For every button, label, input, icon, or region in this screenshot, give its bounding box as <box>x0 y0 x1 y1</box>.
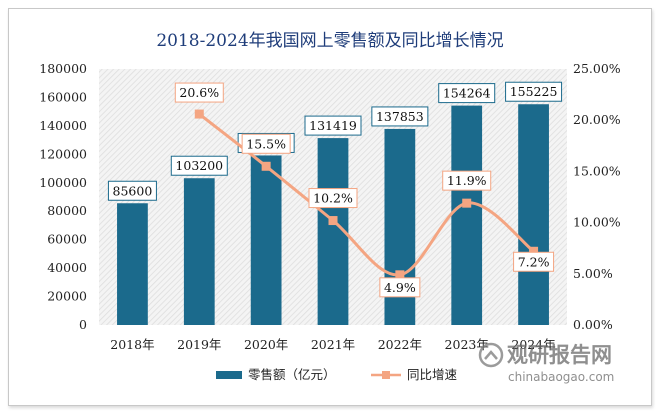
line-data-label: 11.9% <box>447 173 487 188</box>
x-tick-label: 2020年 <box>244 337 288 352</box>
x-tick-label: 2022年 <box>378 337 422 352</box>
line-data-label-box <box>241 133 291 154</box>
line-data-label: 4.9% <box>384 280 416 295</box>
y-left-tick-label: 180000 <box>39 61 87 76</box>
line-marker <box>529 246 539 256</box>
growth-line <box>198 112 535 277</box>
y-left-tick-label: 140000 <box>39 118 87 133</box>
legend-line-label: 同比增速 <box>407 367 458 382</box>
y-left-tick-label: 0 <box>79 317 87 332</box>
watermark-logo-arrow-icon <box>484 350 498 360</box>
x-tick-label: 2018年 <box>110 337 154 352</box>
bar <box>518 104 549 325</box>
x-tick-label: 2019年 <box>177 337 221 352</box>
x-tick-label: 2024年 <box>511 337 555 352</box>
watermark-url: chinabaogao.com <box>508 370 614 384</box>
line-data-label: 15.5% <box>246 136 286 151</box>
chart-svg: 2018-2024年我国网上零售额及同比增长情况 0 20000 40000 6000… <box>39 31 621 384</box>
y-left-tick-label: 100000 <box>39 175 87 190</box>
line-marker <box>194 109 204 119</box>
chart-frame: 2018-2024年我国网上零售额及同比增长情况 0 20000 40000 6000… <box>8 8 652 406</box>
line-data-label-box <box>442 170 492 191</box>
y-left-tick-label: 120000 <box>39 146 87 161</box>
watermark-logo-icon <box>478 342 504 368</box>
bar-data-label: 137853 <box>376 109 424 124</box>
line-marker <box>462 198 472 208</box>
bar-data-label: 131419 <box>309 118 357 133</box>
x-axis: 2018年 2019年 2020年 2021年 2022年 2023年 2024年 <box>110 337 555 352</box>
line-data-label: 10.2% <box>313 191 353 206</box>
line-data-label-box <box>513 251 555 272</box>
y-left-tick-label: 40000 <box>47 260 87 275</box>
legend: 零售额（亿元） 同比增速 <box>216 367 458 382</box>
legend-line-marker <box>382 371 390 379</box>
chart-title: 2018-2024年我国网上零售额及同比增长情况 <box>156 31 503 51</box>
bar <box>451 105 483 325</box>
bar-data-label-box <box>371 106 429 127</box>
legend-bar-swatch <box>216 371 242 379</box>
bar <box>117 203 148 325</box>
y-right-tick-label: 0.00% <box>573 317 613 332</box>
left-axis: 0 20000 40000 60000 80000 100000 120000 140000 1… <box>39 61 87 332</box>
y-left-tick-label: 60000 <box>47 232 87 247</box>
line-data-label: 7.2% <box>518 254 550 269</box>
bar <box>183 178 215 325</box>
bar-data-label-box <box>438 83 496 104</box>
line-data-label-box <box>308 188 358 209</box>
watermark: 观研报告网 chinabaogao.com <box>478 342 614 384</box>
bar <box>250 155 282 325</box>
y-left-tick-label: 20000 <box>47 289 87 304</box>
line-data-label-box <box>379 277 421 298</box>
bar-data-label: 103200 <box>175 158 223 173</box>
bar-data-label-box <box>505 81 563 102</box>
bar-data-label: 155225 <box>510 84 558 99</box>
y-left-tick-label: 80000 <box>47 203 87 218</box>
bar-data-label-box <box>304 115 362 136</box>
y-right-tick-label: 25.00% <box>573 61 621 76</box>
legend-bar-label: 零售额（亿元） <box>248 367 336 382</box>
x-tick-label: 2021年 <box>311 337 355 352</box>
x-tick-label: 2023年 <box>445 337 489 352</box>
watermark-brand: 观研报告网 <box>507 343 612 367</box>
right-axis: 0.00% 5.00% 10.00% 15.00% 20.00% 25.00% <box>573 61 621 332</box>
line-data-label: 20.6% <box>179 85 219 100</box>
y-right-tick-label: 20.00% <box>573 112 621 127</box>
bar-data-label: 154264 <box>443 86 491 101</box>
line-series: 20.6% 15.5% 10.2% 4.9% 11.9% 7.2% <box>174 82 555 298</box>
bar-data-label-box <box>170 155 228 176</box>
line-marker <box>328 216 338 226</box>
bar-data-label: 85600 <box>113 183 153 198</box>
y-left-tick-label: 160000 <box>39 89 87 104</box>
y-right-tick-label: 5.00% <box>573 266 613 281</box>
y-right-tick-label: 10.00% <box>573 215 621 230</box>
line-marker <box>395 270 405 280</box>
line-data-label-box <box>174 82 224 103</box>
bar-data-label-box <box>107 180 157 201</box>
y-right-tick-label: 15.00% <box>573 163 621 178</box>
line-marker <box>261 161 271 171</box>
